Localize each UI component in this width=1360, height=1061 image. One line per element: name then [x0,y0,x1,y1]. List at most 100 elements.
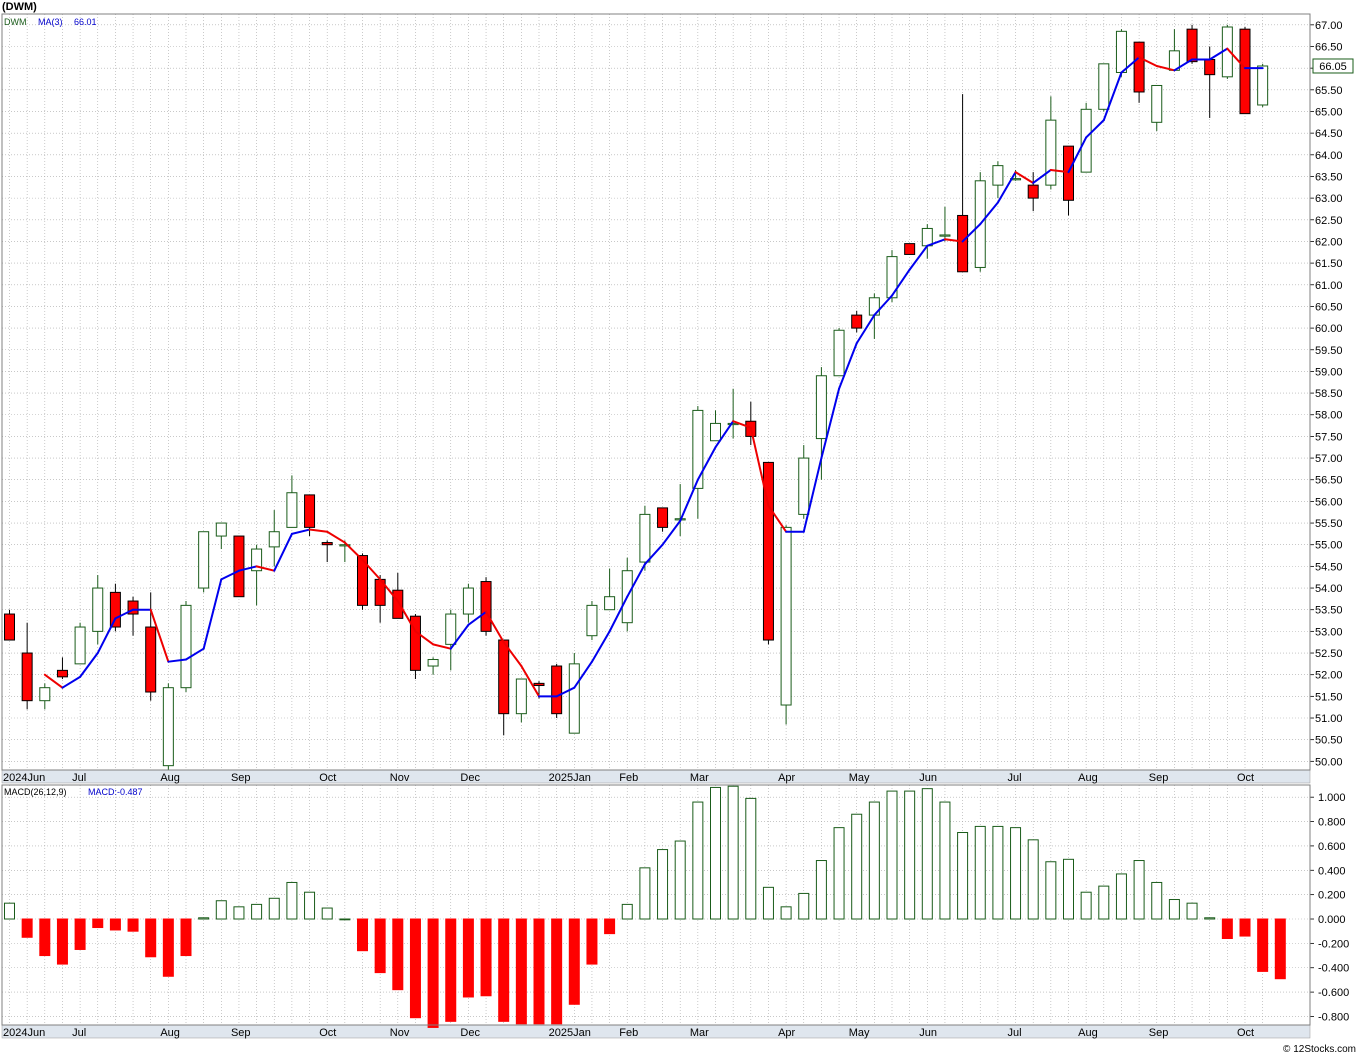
candle-body-down [1186,28,1198,63]
macd-bar-negative [180,918,192,957]
macd-date-label: Feb [619,1027,638,1039]
candle [215,522,227,550]
price-tick-label: 66.50 [1315,41,1343,53]
macd-tick-label: 0.200 [1318,890,1346,902]
candle [710,410,721,442]
macd-bar-positive [1168,899,1180,920]
ma-segment [1208,47,1229,61]
price-date-label: Oct [1237,772,1254,784]
ma-segment [573,660,593,689]
ma-segment [996,171,1017,204]
candle [780,525,792,725]
ma-segment [290,528,311,535]
macd-date-label: 2024Jun [3,1027,45,1039]
price-date-label: Mar [690,772,709,784]
macd-bar-negative [1257,918,1269,972]
candle [1133,41,1145,103]
ma-segment [749,426,770,507]
macd-bar-positive [868,801,880,920]
macd-bar-positive [957,832,969,920]
ticker-title: (DWM) [2,1,37,13]
ma-segment [838,342,858,390]
ma-segment [1226,47,1246,70]
price-tick-label: 62.50 [1315,215,1343,227]
macd-pane-frame [1,784,1311,1026]
macd-bar-negative [392,918,404,991]
macd-bar-positive [1186,902,1198,920]
macd-bar-negative [568,918,580,1005]
macd-bar-negative [127,918,139,932]
candle-body-up [921,227,933,247]
price-tick-label: 52.50 [1315,648,1343,660]
macd-bar-negative [145,918,157,958]
price-date-label: 2025Jan [549,772,591,784]
price-tick-label: 56.00 [1315,496,1343,508]
macd-bar-positive [1063,858,1074,920]
candle-body-down [127,600,139,615]
ma-segment [908,244,929,271]
macd-bar-positive [1010,827,1022,920]
macd-bar-negative [533,918,545,1025]
candle-body-up [180,604,192,689]
candle [1027,172,1039,212]
macd-bar-negative [1239,918,1251,937]
macd-bar-positive [621,903,633,920]
candle-body-up [268,531,280,548]
price-tick-label: 64.50 [1315,128,1343,140]
price-tick-label: 57.00 [1315,453,1343,465]
candle [39,683,51,710]
candle [92,575,104,645]
macd-axis-ticks: -0.800 -0.600 -0.400 -0.200 0.000 0.200 0.400 0… [1310,792,1349,1023]
candle-body-down [56,669,68,678]
macd-date-label: May [849,1027,870,1039]
candle-body-up [939,234,951,237]
price-tick-label: 61.50 [1315,258,1343,270]
ma-segment [661,519,682,546]
macd-bar-positive [1204,917,1216,920]
macd-bar-negative [586,918,598,965]
price-tick-label: 54.50 [1315,561,1343,573]
price-tick-label: 58.50 [1315,388,1343,400]
price-date-label: Jul [1008,772,1022,784]
macd-bar-negative [21,918,33,938]
candle-body-up [92,587,104,632]
macd-bar-negative [1221,918,1233,940]
candle [127,596,139,636]
last-price-box [1312,58,1354,74]
macd-tick-label: -0.800 [1318,1011,1349,1023]
ma-segment [767,504,788,533]
candle-body-up [251,548,263,572]
candle-body-down [357,555,368,606]
candle [109,583,121,632]
macd-bar-positive [1133,860,1145,920]
candle-body-down [304,494,316,528]
ma-segment [43,673,64,689]
price-pane-frame [1,13,1311,771]
ma-segment [485,610,505,644]
candle-body-down [1204,58,1216,76]
price-tick-label: 55.00 [1315,540,1343,552]
price-tick-label: 59.50 [1315,345,1343,357]
macd-bar-negative [498,918,510,1022]
ma-segment [979,201,999,226]
macd-bar-positive [780,906,792,920]
macd-bar-positive [762,886,774,920]
macd-bar-negative [604,918,616,935]
macd-bar-positive [710,786,721,920]
price-tick-label: 63.00 [1315,193,1343,205]
price-tick-label: 67.00 [1315,20,1343,32]
price-tick-label: 64.00 [1315,150,1343,162]
candle-body-up [1080,108,1092,173]
ma-segment [202,578,223,650]
candle-body-up [162,687,174,767]
candle [286,475,298,528]
candle [692,406,704,519]
macd-bar-positive [692,801,704,920]
macd-bar-positive [674,840,686,920]
price-date-label: Jun [919,772,937,784]
price-tick-label: 51.00 [1315,713,1343,725]
price-tick-label: 62.00 [1315,236,1343,248]
macd-legend-label: MACD(26,12,9) [4,787,67,797]
candle [462,583,474,623]
price-axis-ticks: 50.00 50.50 51.00 51.50 52.00 52.50 53.00 53.50… [1310,20,1343,768]
